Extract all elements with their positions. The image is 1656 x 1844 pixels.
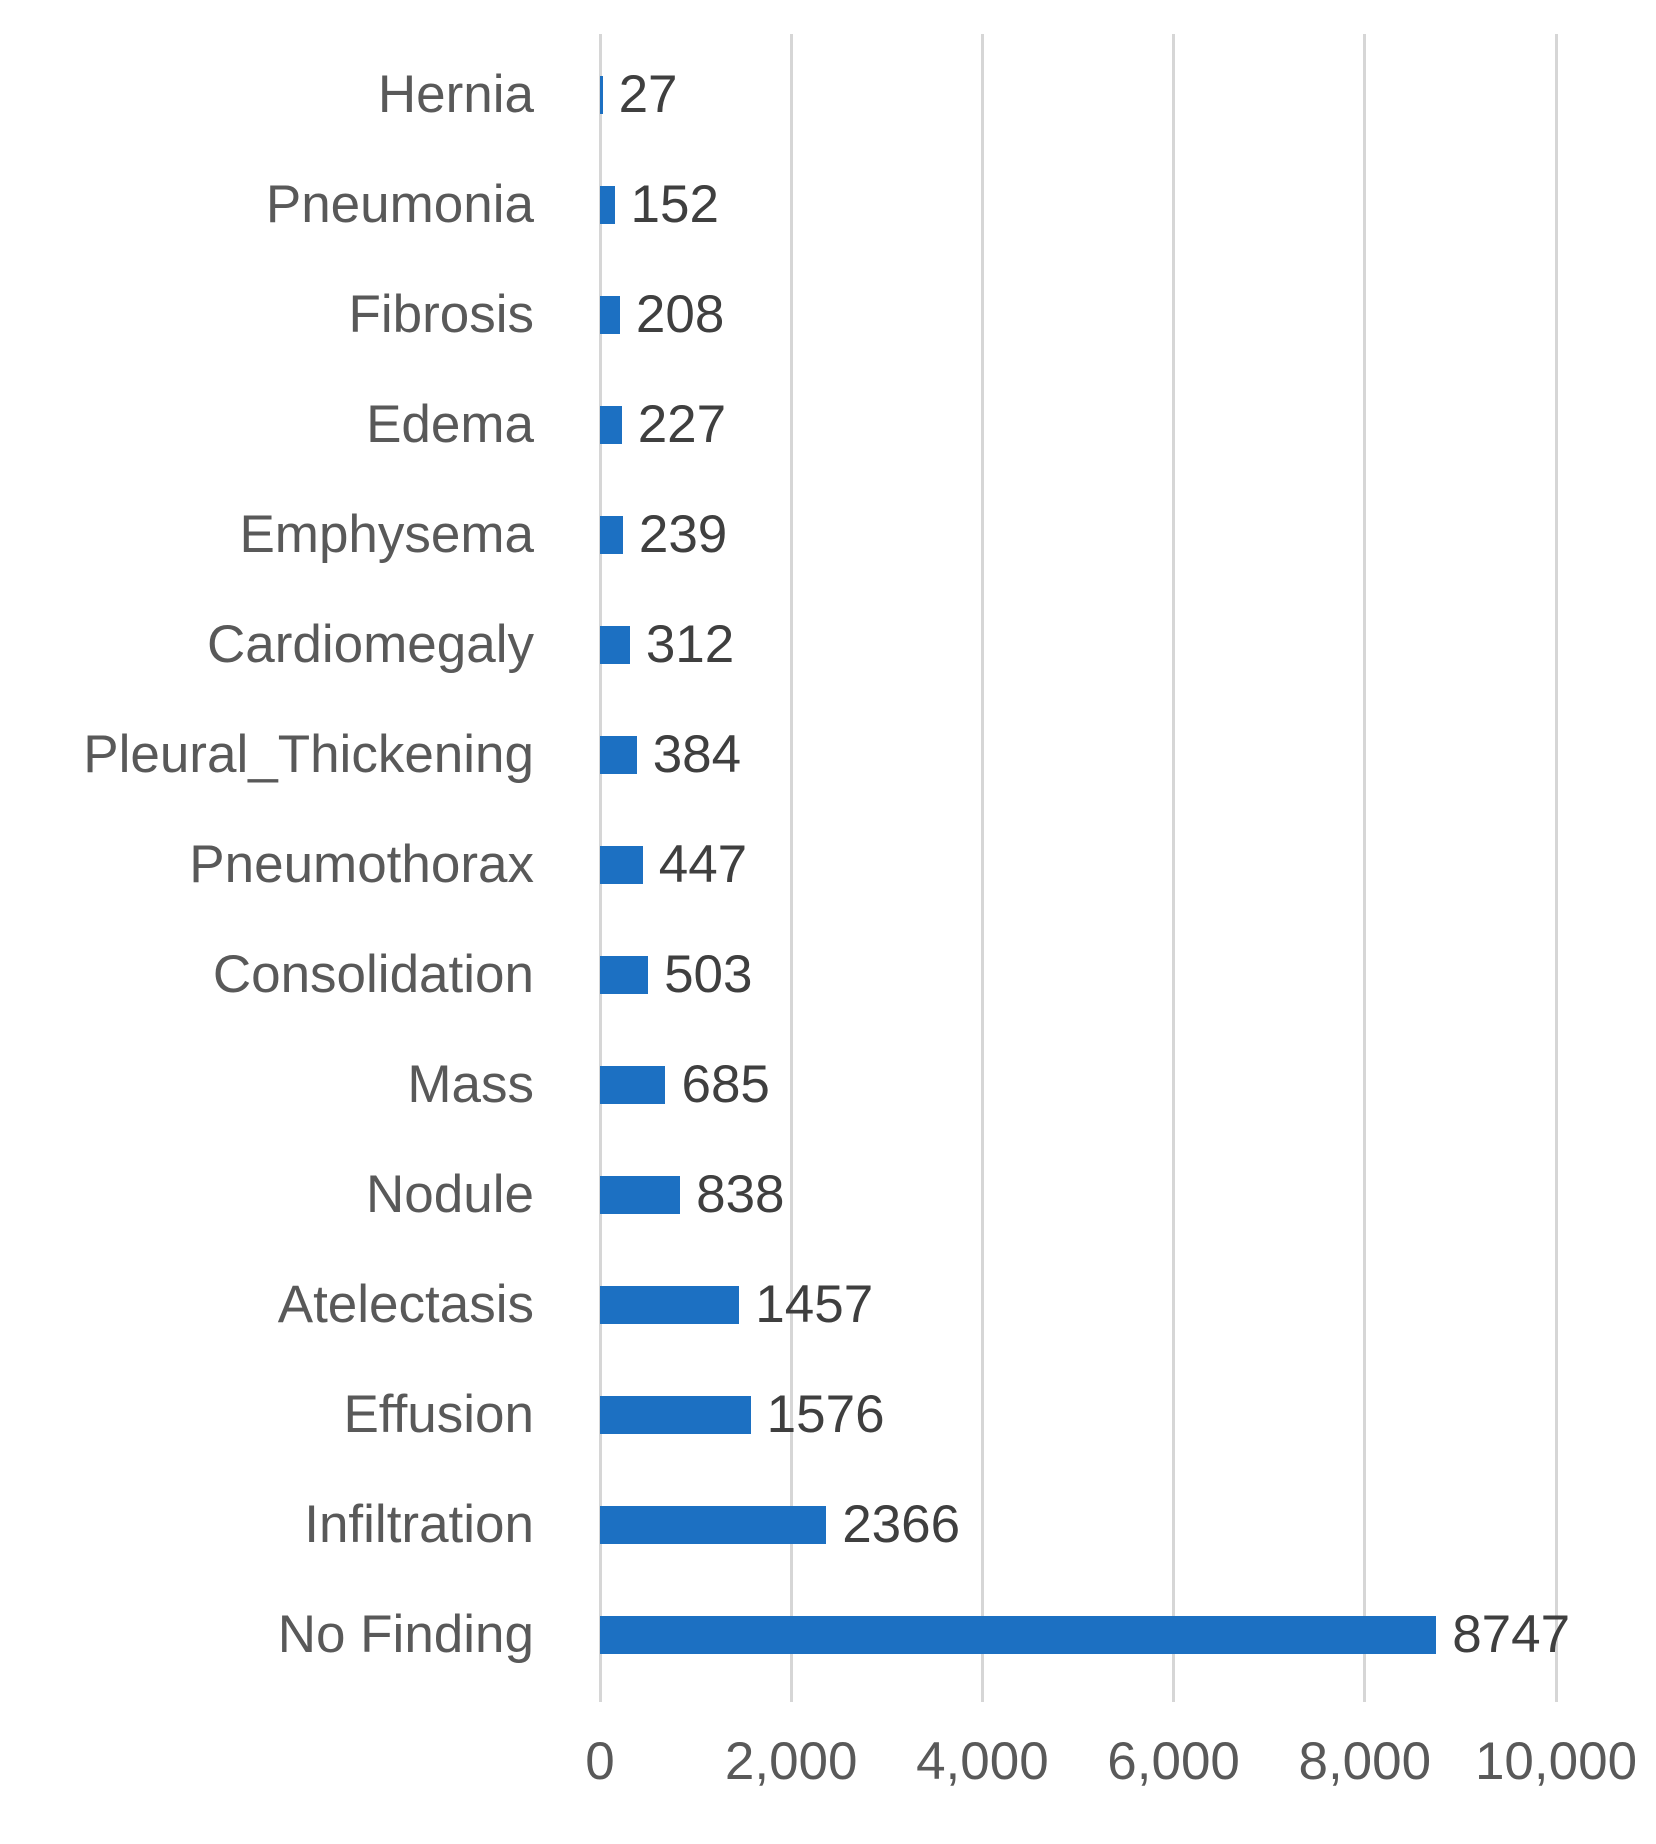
bar-area: 312 [600, 590, 1656, 700]
chart-row: Pneumonia 152 [0, 150, 1656, 260]
category-label: Pneumonia [265, 175, 534, 234]
bar [600, 296, 620, 334]
chart-row: Atelectasis 1457 [0, 1250, 1656, 1360]
bar-area: 384 [600, 700, 1656, 810]
bar-area: 838 [600, 1140, 1656, 1250]
chart-row: Mass 685 [0, 1030, 1656, 1140]
x-tick-label: 4,000 [916, 1732, 1049, 1791]
category-label: Pneumothorax [189, 835, 534, 894]
category-label: Emphysema [239, 505, 534, 564]
bar [600, 1066, 666, 1104]
bar-area: 447 [600, 810, 1656, 920]
category-label: Edema [366, 395, 534, 454]
bar-area: 2366 [600, 1470, 1656, 1580]
bar-area: 503 [600, 920, 1656, 1030]
bar [600, 846, 643, 884]
value-label: 8747 [1452, 1605, 1571, 1664]
category-label: Infiltration [304, 1495, 534, 1554]
category-label: Cardiomegaly [207, 615, 534, 674]
bar-rows: Hernia 27 Pneumonia 152 Fibrosis 208 Edema 227 E… [0, 40, 1656, 1690]
bar [600, 1396, 751, 1434]
bar-area: 239 [600, 480, 1656, 590]
bar-area: 152 [600, 150, 1656, 260]
x-axis: 0 2,000 4,000 6,000 8,000 10,000 [585, 1712, 1656, 1812]
value-label: 27 [618, 65, 678, 124]
category-label: Effusion [343, 1385, 534, 1444]
value-label: 312 [645, 615, 735, 674]
chart-row: Fibrosis 208 [0, 260, 1656, 370]
bar [600, 76, 603, 114]
gridline [1554, 34, 1558, 1702]
chart-row: Cardiomegaly 312 [0, 590, 1656, 700]
bar-area: 685 [600, 1030, 1656, 1140]
chart-row: Hernia 27 [0, 40, 1656, 150]
category-label: Nodule [366, 1165, 534, 1224]
bar [600, 186, 615, 224]
bar [600, 736, 637, 774]
category-label: Pleural_Thickening [83, 725, 534, 784]
chart-row: Infiltration 2366 [0, 1470, 1656, 1580]
value-label: 227 [637, 395, 727, 454]
chart-row: Pneumothorax 447 [0, 810, 1656, 920]
x-tick-label: 8,000 [1298, 1732, 1432, 1791]
value-label: 239 [638, 505, 728, 564]
value-label: 685 [681, 1055, 770, 1114]
category-label: Consolidation [212, 945, 534, 1004]
bar [600, 406, 622, 444]
gridline [1363, 34, 1367, 1702]
x-tick-label: 6,000 [1107, 1732, 1240, 1791]
category-label: Hernia [377, 65, 534, 124]
category-label: Mass [407, 1055, 534, 1114]
value-label: 1457 [755, 1275, 874, 1334]
value-label: 208 [635, 285, 725, 344]
gridline [1172, 34, 1176, 1702]
bar-area: 27 [600, 40, 1656, 150]
bar-area: 1457 [600, 1250, 1656, 1360]
x-tick-label: 0 [585, 1732, 615, 1791]
bar-area: 208 [600, 260, 1656, 370]
chart-row: Nodule 838 [0, 1140, 1656, 1250]
bar [600, 1286, 740, 1324]
bar [600, 1506, 827, 1544]
gridline [980, 34, 984, 1702]
bar-area: 1576 [600, 1360, 1656, 1470]
category-label: Atelectasis [277, 1275, 534, 1334]
category-label: Fibrosis [348, 285, 534, 344]
chart-row: No Finding 8747 [0, 1580, 1656, 1690]
value-label: 838 [696, 1165, 785, 1224]
bar-area: 8747 [600, 1580, 1656, 1690]
chart-row: Pleural_Thickening 384 [0, 700, 1656, 810]
chart-row: Effusion 1576 [0, 1360, 1656, 1470]
bar [600, 956, 649, 994]
chart-row: Edema 227 [0, 370, 1656, 480]
bar [600, 516, 623, 554]
bar [600, 1616, 1437, 1654]
chart-row: Emphysema 239 [0, 480, 1656, 590]
value-label: 503 [664, 945, 753, 1004]
value-label: 447 [658, 835, 748, 894]
bar [600, 1176, 681, 1214]
bar [600, 626, 630, 664]
bar-area: 227 [600, 370, 1656, 480]
value-label: 2366 [842, 1495, 961, 1554]
chart-row: Consolidation 503 [0, 920, 1656, 1030]
gridline [789, 34, 793, 1702]
category-label: No Finding [277, 1605, 534, 1664]
x-tick-label: 2,000 [724, 1732, 858, 1791]
value-label: 1576 [766, 1385, 885, 1444]
x-tick-label: 10,000 [1474, 1732, 1638, 1791]
value-label: 152 [630, 175, 719, 234]
value-label: 384 [652, 725, 742, 784]
